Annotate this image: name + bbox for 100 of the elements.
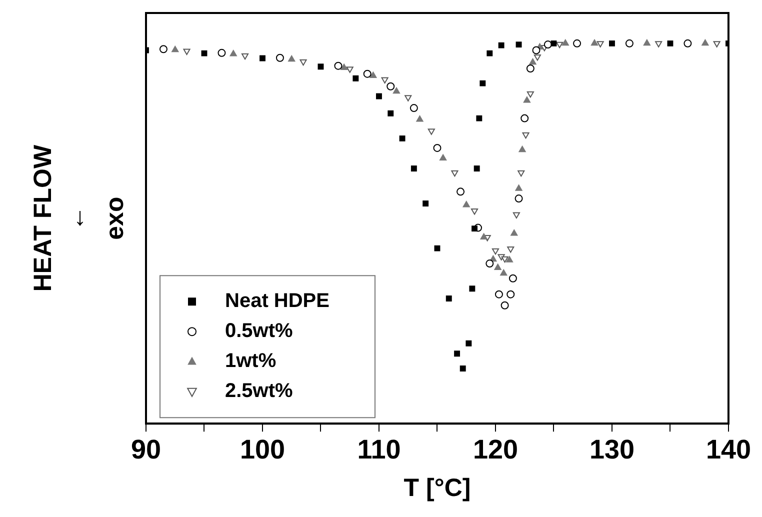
point [518, 170, 525, 177]
point [486, 50, 493, 56]
point [434, 245, 440, 252]
point [544, 40, 552, 49]
point [159, 45, 168, 54]
point [643, 39, 650, 46]
point [550, 40, 557, 46]
point [713, 41, 720, 48]
legend-label: 1wt% [225, 350, 276, 372]
point [684, 39, 692, 48]
point [516, 42, 522, 48]
x-tick-label: 100 [240, 434, 286, 464]
point [523, 96, 530, 103]
point [529, 58, 536, 65]
point [522, 132, 530, 139]
point [508, 274, 517, 282]
point [625, 39, 634, 48]
point [590, 39, 598, 46]
point [454, 350, 460, 357]
point [480, 80, 486, 86]
point [514, 194, 523, 203]
point [388, 110, 394, 116]
point [474, 166, 480, 172]
point [655, 41, 662, 48]
point [172, 46, 179, 52]
point [288, 55, 296, 62]
x-axis-title: T [°C] [404, 474, 471, 502]
point [507, 246, 514, 253]
point [416, 115, 424, 122]
point [515, 184, 522, 191]
point [241, 53, 249, 60]
point [534, 54, 541, 61]
x-tick-label: 130 [589, 434, 635, 464]
point [500, 269, 508, 276]
x-tick-label: 110 [357, 434, 401, 464]
point [340, 64, 348, 70]
point [334, 62, 342, 70]
point [667, 40, 674, 46]
point [218, 48, 226, 57]
point [404, 95, 412, 102]
point [386, 82, 395, 90]
point [392, 87, 400, 94]
point [201, 50, 208, 56]
point [498, 42, 504, 48]
point [506, 256, 513, 262]
x-tick-label: 120 [472, 434, 518, 464]
point [609, 40, 615, 46]
point [318, 64, 324, 70]
legend-label: Neat HDPE [225, 290, 330, 312]
point [501, 256, 508, 263]
point [470, 208, 478, 215]
point [456, 188, 465, 196]
point [472, 226, 478, 232]
legend-label: 2.5wt% [225, 380, 294, 402]
point [300, 59, 307, 66]
point [702, 39, 709, 46]
point [230, 50, 237, 56]
point [469, 286, 476, 292]
point [518, 146, 526, 152]
point [370, 72, 377, 78]
point [492, 248, 500, 255]
point [532, 46, 540, 54]
point [381, 77, 388, 84]
x-tick-label: 140 [706, 434, 752, 464]
point [562, 39, 569, 46]
point [346, 66, 354, 73]
point [512, 212, 520, 218]
point [462, 200, 470, 208]
point [556, 42, 564, 48]
legend-label: 0.5wt% [225, 320, 294, 342]
point [433, 144, 442, 152]
point [466, 340, 472, 346]
point [376, 93, 382, 100]
point [510, 230, 518, 236]
point [460, 366, 466, 372]
point [446, 296, 452, 302]
point [480, 233, 488, 240]
point [486, 260, 494, 268]
point [573, 39, 582, 48]
point [276, 54, 284, 62]
point [526, 91, 534, 98]
point [422, 200, 429, 206]
point [476, 115, 482, 122]
point [399, 135, 406, 142]
point [410, 104, 418, 112]
point [363, 70, 372, 78]
point [494, 264, 502, 270]
y-axis-title: HEAT FLOW ↓ exo [28, 144, 129, 292]
point [451, 170, 458, 177]
point [410, 166, 417, 172]
point [440, 154, 447, 160]
point [506, 290, 515, 298]
point [183, 48, 190, 56]
point [520, 114, 529, 122]
x-tick-label: 90 [130, 434, 162, 464]
point [526, 64, 534, 73]
point [596, 41, 604, 48]
point [500, 301, 509, 310]
point [260, 55, 266, 62]
point [428, 128, 435, 135]
